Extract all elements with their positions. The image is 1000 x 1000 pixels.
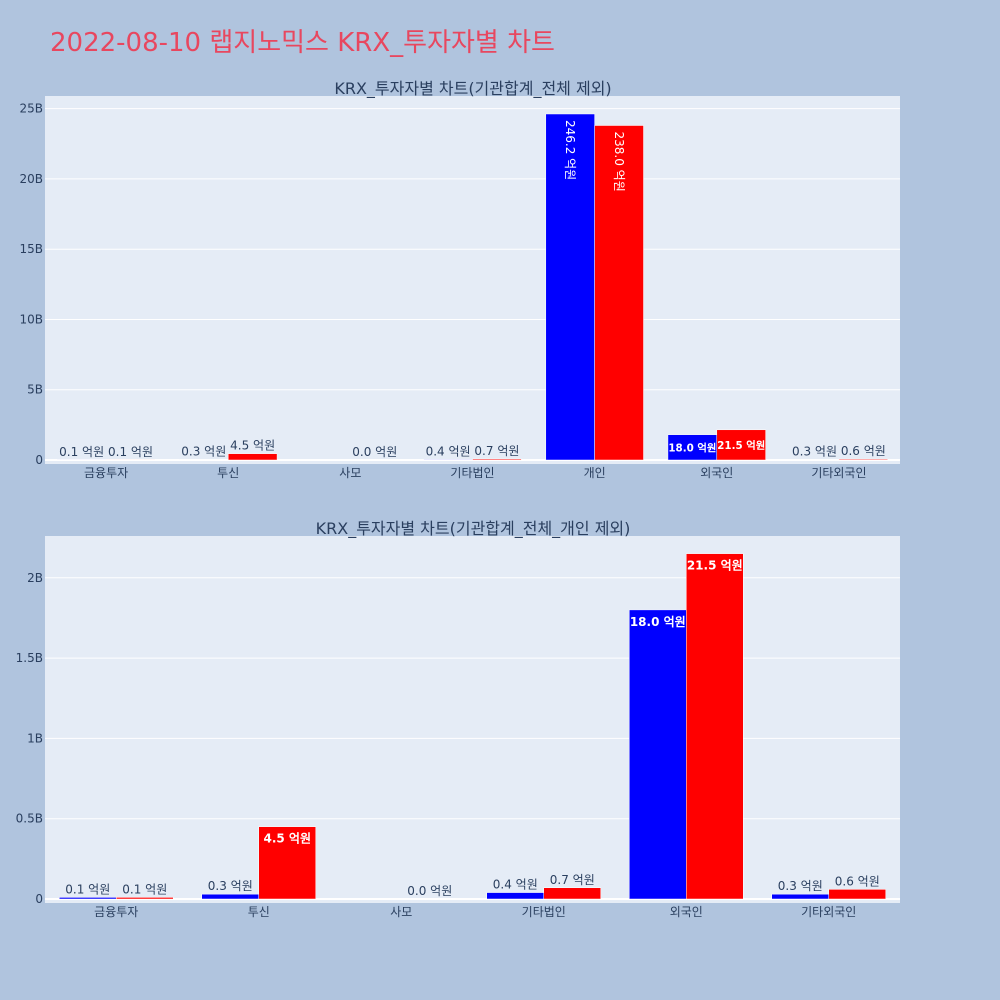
x-tick-label: 개인 <box>584 466 606 480</box>
x-tick-label: 투신 <box>248 905 270 919</box>
plot-area <box>45 96 900 464</box>
bar-value-label: 0.3 억원 <box>208 879 253 893</box>
bar <box>594 125 644 461</box>
y-tick-label: 0 <box>35 892 43 906</box>
bar <box>667 434 718 461</box>
bar-value-label: 0.0 억원 <box>352 445 397 459</box>
x-tick-label: 기타외국인 <box>811 466 866 480</box>
bar <box>201 893 259 900</box>
bar-value-label: 21.5 억원 <box>717 439 765 452</box>
bar-value-label: 0.1 억원 <box>65 882 110 896</box>
bar-value-label: 21.5 억원 <box>687 559 743 573</box>
bar <box>472 458 522 461</box>
page-title: 2022-08-10 랩지노믹스 KRX_투자자별 차트 <box>50 28 555 58</box>
x-tick-label: 기타외국인 <box>801 905 856 919</box>
bar-value-label: 246.2 억원 <box>563 120 577 180</box>
x-tick-label: 기타법인 <box>450 466 494 480</box>
bar <box>629 609 687 900</box>
bar-value-label: 0.7 억원 <box>550 873 595 887</box>
y-tick-label: 15B <box>19 242 43 256</box>
x-tick-label: 사모 <box>390 905 412 919</box>
bar <box>486 892 544 900</box>
bar-value-label: 0.3 억원 <box>792 445 837 459</box>
bar-value-label: 0.4 억원 <box>426 444 471 458</box>
y-tick-label: 0.5B <box>16 812 43 826</box>
bar-value-label: 0.1 억원 <box>122 882 167 896</box>
bar <box>116 897 174 900</box>
bar-value-label: 0.1 억원 <box>59 445 104 459</box>
x-tick-label: 외국인 <box>700 466 733 480</box>
bar-value-label: 0.3 억원 <box>181 445 226 459</box>
bar <box>838 458 889 461</box>
x-tick-label: 금융투자 <box>84 466 128 480</box>
bar-value-label: 238.0 억원 <box>612 132 626 192</box>
y-tick-label: 1B <box>27 731 43 745</box>
plot-area <box>45 536 900 903</box>
bar <box>828 889 886 900</box>
chart-bottom: KRX_투자자별 차트(기관합계_전체_개인 제외) 0 0.5B 1B 1.5B 2B 금… <box>16 519 900 919</box>
bar-value-label: 0.6 억원 <box>841 444 886 458</box>
y-tick-label: 20B <box>19 172 43 186</box>
bar-value-label: 4.5 억원 <box>230 439 275 453</box>
bar <box>59 897 117 900</box>
y-tick-label: 5B <box>27 383 43 397</box>
bar-value-label: 18.0 억원 <box>668 441 716 454</box>
bar-value-label: 0.6 억원 <box>835 874 880 888</box>
x-tick-label: 기타법인 <box>522 905 566 919</box>
bar <box>716 429 766 461</box>
bar <box>258 826 316 900</box>
bar-value-label: 18.0 억원 <box>630 615 686 629</box>
bar <box>227 453 278 461</box>
bar-value-label: 0.7 억원 <box>474 444 519 458</box>
bar-value-label: 4.5 억원 <box>263 832 311 846</box>
bar-value-label: 0.0 억원 <box>407 884 452 898</box>
y-tick-label: 25B <box>19 102 43 116</box>
x-tick-label: 투신 <box>217 466 239 480</box>
bar <box>771 893 829 900</box>
bar <box>543 887 601 900</box>
x-tick-label: 외국인 <box>670 905 703 919</box>
bar <box>423 459 473 461</box>
x-tick-label: 금융투자 <box>94 905 138 919</box>
chart-title: KRX_투자자별 차트(기관합계_전체_개인 제외) <box>316 519 631 539</box>
y-tick-label: 10B <box>19 312 43 326</box>
bar <box>686 553 744 900</box>
bar-value-label: 0.1 억원 <box>108 445 153 459</box>
bar-value-label: 0.4 억원 <box>493 878 538 892</box>
y-tick-label: 1.5B <box>16 651 43 665</box>
bar-value-label: 0.3 억원 <box>778 879 823 893</box>
chart-top: KRX_투자자별 차트(기관합계_전체 제외) 0 5B 10B 15B 20B 25B 금융… <box>19 79 900 480</box>
x-tick-label: 사모 <box>339 466 361 480</box>
chart-title: KRX_투자자별 차트(기관합계_전체 제외) <box>334 79 611 99</box>
y-tick-label: 0 <box>35 453 43 467</box>
y-tick-label: 2B <box>27 571 43 585</box>
